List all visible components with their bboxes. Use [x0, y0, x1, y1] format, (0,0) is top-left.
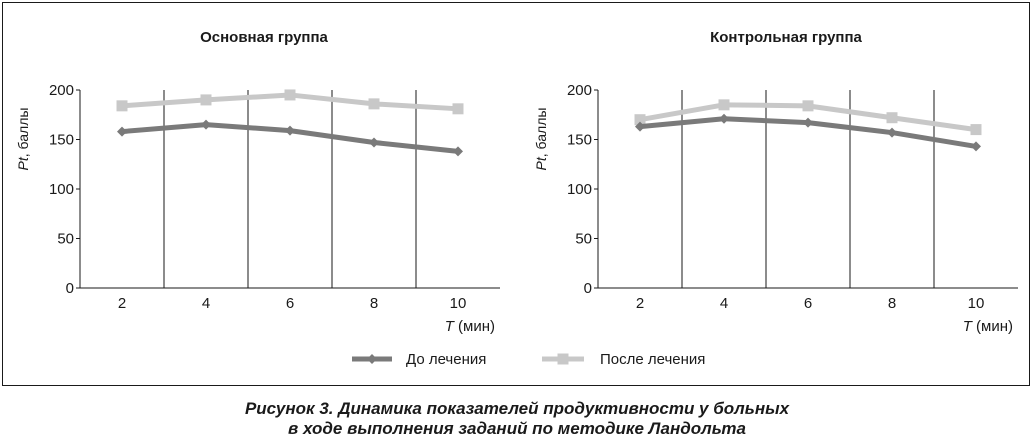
- chart-2-y-tick-label: 100: [567, 181, 592, 198]
- figure-frame: [2, 2, 1030, 386]
- chart-2-series-1-point: [803, 117, 813, 128]
- chart-1-x-tick-label: 2: [118, 295, 126, 312]
- chart-1-y-tick-label: 200: [49, 82, 74, 99]
- legend-marker-1: [367, 354, 377, 364]
- chart-1-x-tick-label: 6: [286, 295, 294, 312]
- chart-2-y-tick-label: 0: [584, 280, 592, 297]
- chart-1-x-axis-label: T (мин): [445, 318, 495, 335]
- figure-caption-line-2: в ходе выполнения заданий по методике Ла…: [288, 419, 746, 438]
- chart-1-series-2-point: [452, 103, 464, 115]
- chart-2-series-1-point: [719, 113, 729, 124]
- chart-1-series-1-point: [285, 125, 295, 136]
- chart-2-x-tick-label: 2: [636, 295, 644, 312]
- chart-2-y-tick-label: 50: [575, 231, 592, 248]
- chart-2-x-tick-label: 4: [720, 295, 728, 312]
- chart-1-x-tick-label: 4: [202, 295, 210, 312]
- chart-1-series-1-point: [369, 137, 379, 148]
- chart-1-y-tick-label: 0: [66, 280, 74, 297]
- chart-2-series-2-point: [802, 100, 814, 112]
- chart-1-series-2-point: [368, 98, 380, 110]
- chart-1-y-tick-label: 50: [57, 231, 74, 248]
- chart-2-series-1-point: [971, 141, 981, 152]
- chart-1-y-tick-label: 100: [49, 181, 74, 198]
- legend-marker-2: [557, 353, 569, 365]
- figure-caption-line-1: Рисунок 3. Динамика показателей продукти…: [244, 399, 790, 418]
- chart-1-y-axis-label: Pt, баллы: [15, 108, 31, 171]
- chart-2-series-1-point: [887, 127, 897, 138]
- chart-2-x-axis-label: T (мин): [963, 318, 1013, 335]
- chart-1-title: Основная группа: [200, 29, 328, 46]
- chart-1-series-2-point: [200, 94, 212, 106]
- chart-2-x-tick-label: 10: [968, 295, 985, 312]
- chart-2-y-tick-label: 150: [567, 132, 592, 149]
- legend-label-1: До лечения: [406, 351, 486, 368]
- chart-1-y-tick-label: 150: [49, 132, 74, 149]
- chart-1-series-1-point: [201, 119, 211, 130]
- chart-1-series-2-point: [116, 100, 128, 112]
- chart-2-series-2-point: [634, 114, 646, 126]
- chart-2-title: Контрольная группа: [710, 29, 862, 46]
- chart-2-series-1-point: [635, 121, 645, 132]
- chart-1-x-tick-label: 8: [370, 295, 378, 312]
- chart-2-y-tick-label: 200: [567, 82, 592, 99]
- chart-2-series-2-point: [886, 112, 898, 124]
- chart-2-x-tick-label: 6: [804, 295, 812, 312]
- chart-2-y-axis-label: Pt, баллы: [533, 108, 549, 171]
- chart-2-x-tick-label: 8: [888, 295, 896, 312]
- chart-1-series-2-point: [284, 89, 296, 101]
- chart-1-series-1-point: [117, 126, 127, 137]
- chart-1-x-tick-label: 10: [450, 295, 467, 312]
- chart-2-series-2-point: [970, 124, 982, 136]
- chart-2-series-2-point: [718, 99, 730, 111]
- chart-1-series-1-point: [453, 146, 463, 157]
- legend-label-2: После лечения: [600, 351, 705, 368]
